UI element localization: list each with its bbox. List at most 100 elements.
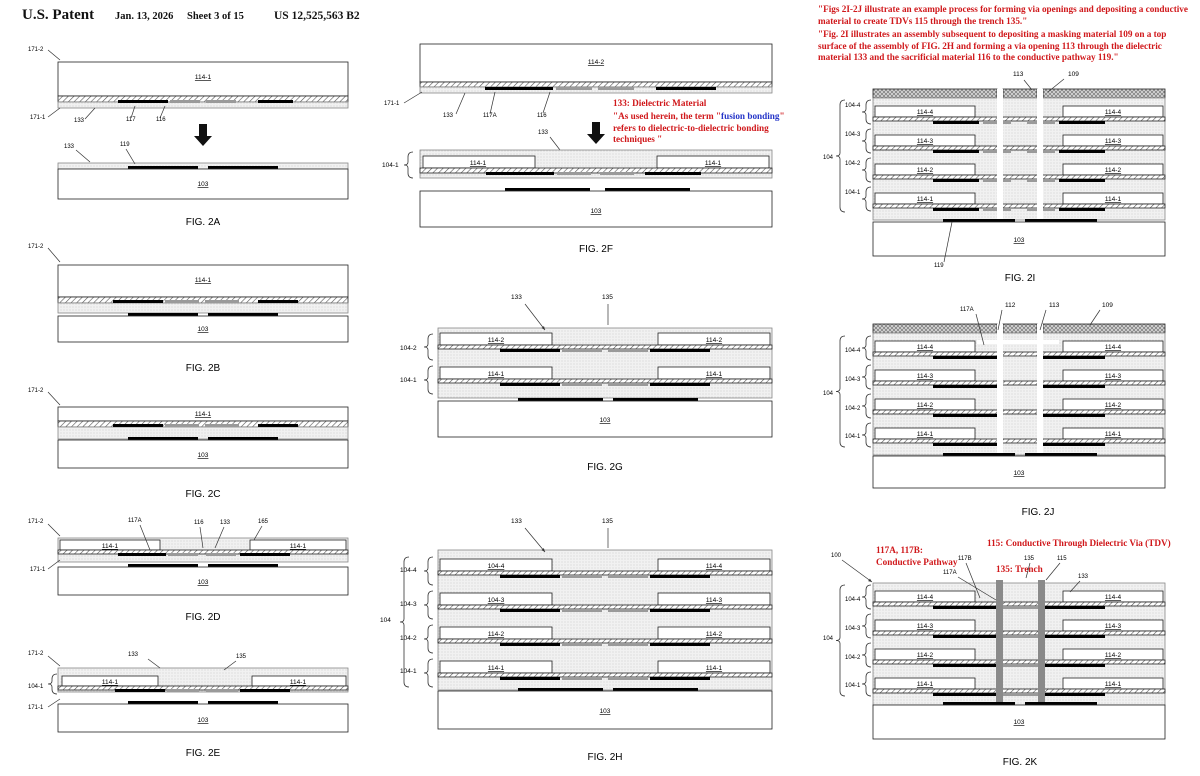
ref-label: 114-3 [1105, 623, 1122, 630]
leader-arrow [524, 527, 546, 553]
conductive-pathway [1039, 635, 1059, 638]
conductive-pathway [208, 564, 278, 567]
ref-label: 114-2 [1105, 402, 1122, 409]
conductive-pathway [258, 424, 298, 427]
brace [861, 186, 872, 212]
ref-label: 114-3 [917, 373, 934, 380]
ref-label: 109 [1102, 302, 1113, 309]
ref-label: 171-1 [384, 101, 400, 107]
conductive-pathway [500, 349, 560, 352]
conductive-pathway [128, 313, 198, 316]
ref-label: 104-2 [400, 635, 417, 642]
ref-label: 104-3 [400, 601, 417, 608]
via-opening-113 [1037, 324, 1043, 453]
patent-date: Jan. 13, 2026 [115, 11, 174, 22]
leader-line [253, 525, 263, 541]
ref-label: 114-1 [290, 679, 307, 686]
ref-label: 103 [591, 208, 602, 215]
ref-label: 114-1 [102, 543, 119, 550]
brace [861, 422, 872, 448]
ref-label: 114-2 [488, 631, 505, 638]
ref-label: 133 [538, 130, 549, 136]
ref-label: 104-3 [845, 377, 861, 383]
conductive-pathway [1059, 121, 1105, 124]
substrate-103 [872, 704, 1166, 740]
ref-label: 104-4 [488, 563, 505, 570]
conductive-pathway [115, 689, 165, 692]
brace [835, 335, 846, 448]
conductive-pathway [933, 693, 979, 696]
leader-line [549, 136, 561, 151]
ref-label: 113 [1049, 302, 1060, 309]
ref-label: 104-3 [488, 597, 505, 604]
ref-label: 114-2 [488, 337, 505, 344]
ref-label: 104 [823, 155, 834, 161]
ref-label: 171-2 [28, 244, 44, 250]
ref-label: 113 [1013, 71, 1024, 78]
brace [835, 99, 846, 213]
conductive-pathway [1059, 635, 1105, 638]
process-arrow [587, 122, 605, 144]
conductive-pathway [486, 172, 554, 175]
bond-layer [872, 380, 1166, 386]
ref-label: 133 [511, 518, 522, 525]
ref-label: 103 [198, 579, 209, 586]
conductive-pathway [1059, 356, 1105, 359]
leader-line [943, 221, 953, 263]
ref-label: 103 [198, 717, 209, 724]
sacrificial-material [167, 689, 199, 692]
ref-label: 116 [537, 113, 547, 119]
annotation-tdv: 115: Conductive Through Dielectric Via (… [987, 538, 1171, 548]
leader-line [125, 148, 136, 165]
conductive-pathway [1059, 606, 1105, 609]
substrate-103 [57, 566, 349, 596]
bond-layer [57, 685, 349, 691]
brace [47, 673, 58, 695]
conductive-pathway [650, 677, 710, 680]
substrate-103 [437, 690, 773, 730]
ref-label: 103 [1014, 470, 1025, 477]
conductive-pathway [1039, 414, 1059, 417]
ref-label: 133 [1078, 574, 1089, 580]
conductive-pathway [500, 609, 560, 612]
leader-line [403, 91, 423, 104]
trench-135 [977, 340, 1059, 344]
conductive-pathway [979, 635, 999, 638]
ref-label: 114-4 [917, 594, 934, 601]
leader-arrow [524, 303, 546, 331]
conductive-pathway [933, 664, 979, 667]
ref-label: 171-2 [28, 47, 44, 53]
ref-label: 171-2 [28, 388, 44, 394]
substrate-103 [872, 221, 1166, 257]
bond-layer [57, 95, 349, 103]
bond-layer [419, 81, 773, 88]
conductive-pathway [258, 300, 298, 303]
conductive-pathway [1059, 208, 1105, 211]
ref-label: 103 [1014, 719, 1025, 726]
sacrificial-material [600, 172, 634, 175]
brace [861, 393, 872, 419]
ref-label: 104-1 [400, 668, 417, 675]
ref-label: 114-2 [1105, 167, 1122, 174]
ref-label: 114-1 [1105, 681, 1122, 688]
sacrificial-material [205, 424, 239, 427]
ref-label: 104-1 [845, 683, 861, 689]
conductive-pathway [128, 166, 198, 169]
annotation-pathway-1: 117A, 117B: [876, 545, 923, 555]
brace [861, 99, 872, 125]
ref-label: 171-1 [30, 115, 46, 121]
sacrificial-material [165, 300, 199, 303]
ref-label: 104-4 [400, 567, 417, 574]
conductive-pathway [979, 606, 999, 609]
conductive-pathway [943, 453, 1015, 456]
leader-arrow [841, 559, 873, 583]
conductive-pathway [1039, 664, 1059, 667]
leader-line [1023, 79, 1033, 91]
ref-label: 133 [74, 118, 85, 124]
brace [423, 658, 434, 688]
process-arrow [194, 124, 212, 146]
ref-label: 114-1 [705, 160, 722, 167]
brace [861, 671, 872, 697]
leader-line [997, 309, 1003, 331]
conductive-pathway [1025, 219, 1097, 222]
